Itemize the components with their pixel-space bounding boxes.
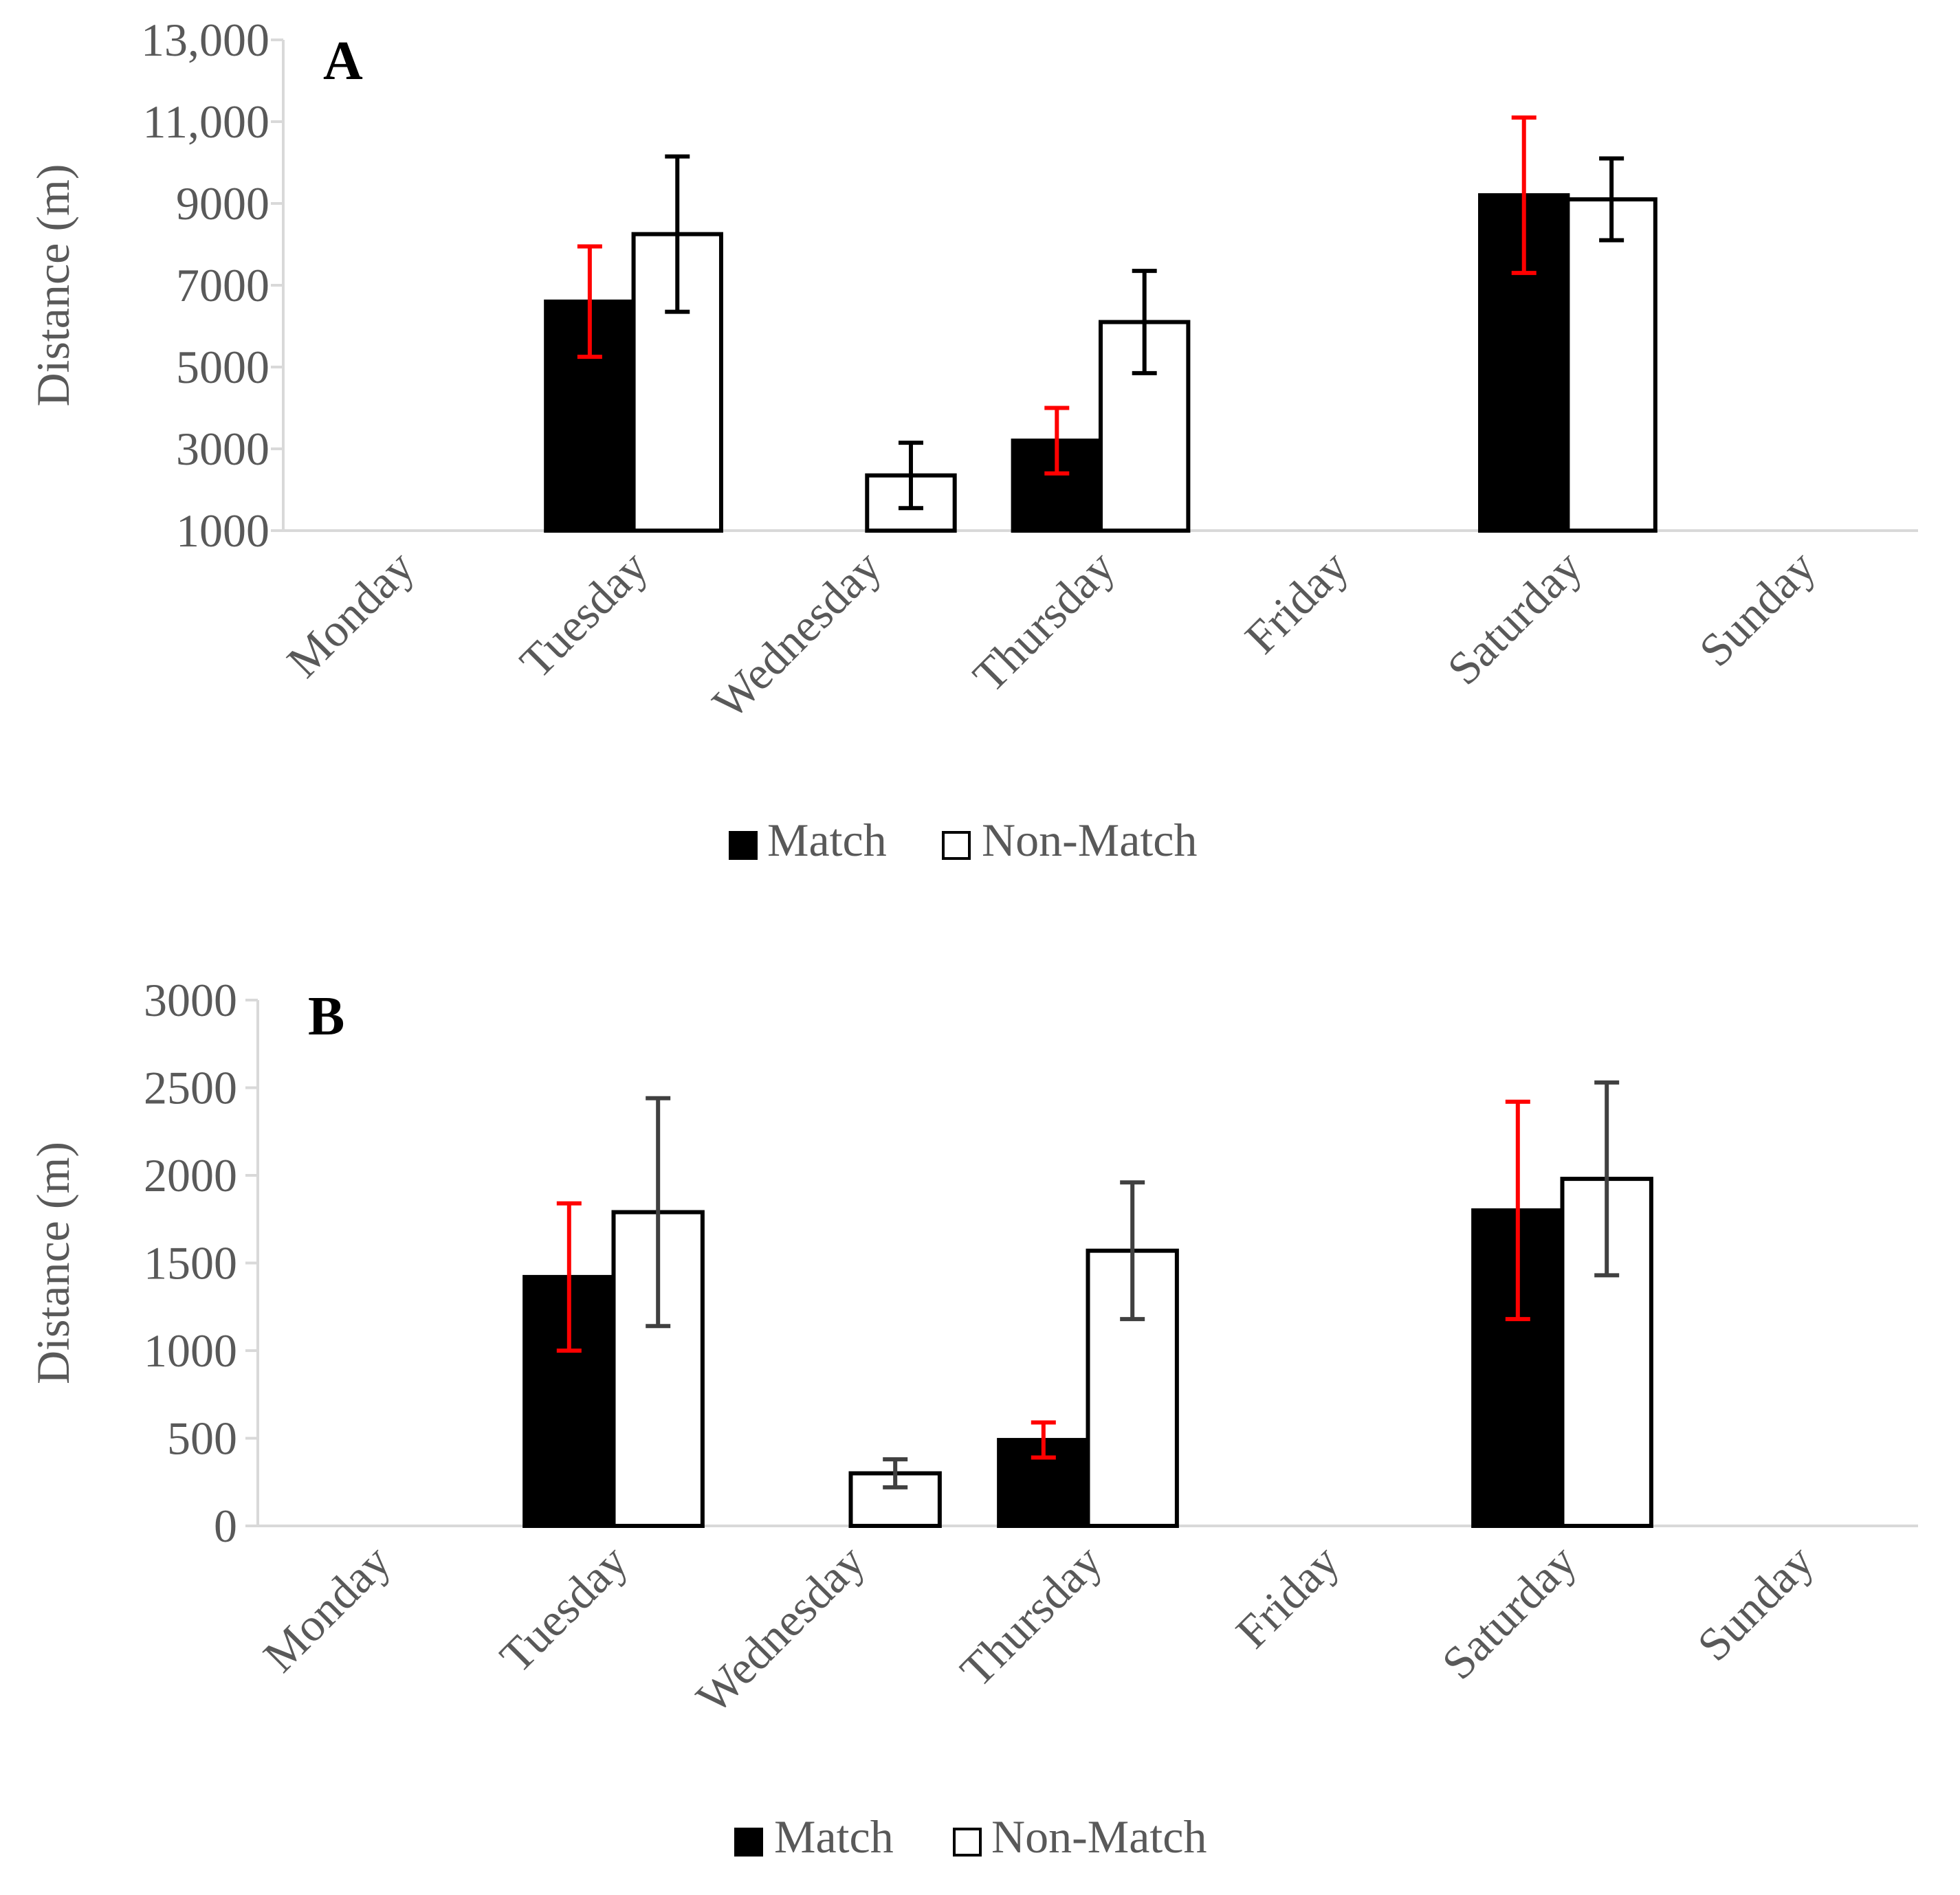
bar-match-thursday <box>997 1438 1090 1529</box>
legend-label-match: Match <box>774 1810 894 1863</box>
legend-label-non-match: Non-Match <box>991 1810 1207 1863</box>
x-tick-label: Thursday <box>962 540 1124 702</box>
error-bar-non-match-thursday <box>1132 269 1157 375</box>
error-bar-non-match-thursday <box>1120 1180 1145 1322</box>
legend-label-non-match: Non-Match <box>982 814 1197 866</box>
y-tick-label: 5000 <box>176 341 269 393</box>
y-tick-label: 0 <box>214 1500 237 1552</box>
legend: Match Non-Match <box>734 1810 1207 1863</box>
error-bar-non-match-saturday <box>1594 1080 1620 1278</box>
error-bar-non-match-wednesday <box>883 1457 908 1489</box>
x-tick-label: Saturday <box>1438 540 1592 695</box>
x-tick-label: Wednesday <box>703 540 891 729</box>
error-bar-match-thursday <box>1044 406 1070 476</box>
bar-non-match-thursday <box>1099 320 1191 533</box>
x-tick-label: Saturday <box>1432 1535 1587 1689</box>
legend-label-match: Match <box>767 814 887 866</box>
y-tick-label: 500 <box>167 1412 237 1465</box>
x-tick-label: Tuesday <box>509 540 657 688</box>
panel-label: A <box>323 31 363 91</box>
x-tick-label: Thursday <box>950 1535 1112 1696</box>
y-tick-label: 1000 <box>144 1325 237 1377</box>
x-tick-label: Friday <box>1226 1535 1349 1658</box>
error-bar-non-match-tuesday <box>646 1096 671 1329</box>
error-bar-match-saturday <box>1511 115 1537 276</box>
x-tick-label: Wednesday <box>686 1535 874 1723</box>
y-tick-label: 2000 <box>144 1149 237 1201</box>
error-bar-match-saturday <box>1505 1099 1530 1322</box>
x-tick-label: Sunday <box>1687 1535 1823 1671</box>
error-bar-match-thursday <box>1031 1420 1056 1460</box>
x-tick-label: Sunday <box>1689 540 1825 676</box>
chart-panel-b: 0 500 1000 1500 2000 2500 3000 Distance (m) B Mon… <box>27 974 1918 1863</box>
y-tick-label: 13,000 <box>141 14 269 66</box>
legend: Match Non-Match <box>729 814 1197 866</box>
error-bar-match-tuesday <box>577 244 602 359</box>
y-tick-label: 11,000 <box>143 96 269 148</box>
legend-swatch-non-match <box>953 1828 982 1857</box>
legend-swatch-non-match <box>942 831 971 860</box>
y-tick-label: 3000 <box>176 423 269 475</box>
error-bar-match-tuesday <box>556 1201 582 1353</box>
legend-swatch-match <box>734 1828 763 1857</box>
panel-label: B <box>308 986 344 1047</box>
error-bar-non-match-saturday <box>1599 156 1625 243</box>
error-bar-non-match-wednesday <box>898 441 923 511</box>
y-tick-label: 3000 <box>144 974 237 1026</box>
y-tick-label: 9000 <box>176 177 269 230</box>
x-tick-label: Tuesday <box>489 1535 637 1683</box>
y-tick-label: 1000 <box>176 505 269 557</box>
y-axis-title: Distance (m) <box>27 1142 79 1384</box>
x-tick-label: Friday <box>1235 540 1358 663</box>
legend-swatch-match <box>729 831 758 860</box>
chart-panel-a: 1000 3000 5000 7000 9000 11,000 13,000 Distance… <box>27 14 1918 866</box>
x-tick-label: Monday <box>277 540 424 687</box>
y-axis-title: Distance (m) <box>27 164 79 406</box>
y-tick-label: 2500 <box>144 1062 237 1114</box>
error-bar-non-match-tuesday <box>665 154 690 314</box>
y-tick-label: 1500 <box>144 1237 237 1289</box>
x-tick-label: Monday <box>253 1535 400 1682</box>
bar-non-match-saturday <box>1565 197 1658 533</box>
y-tick-label: 7000 <box>176 259 269 311</box>
